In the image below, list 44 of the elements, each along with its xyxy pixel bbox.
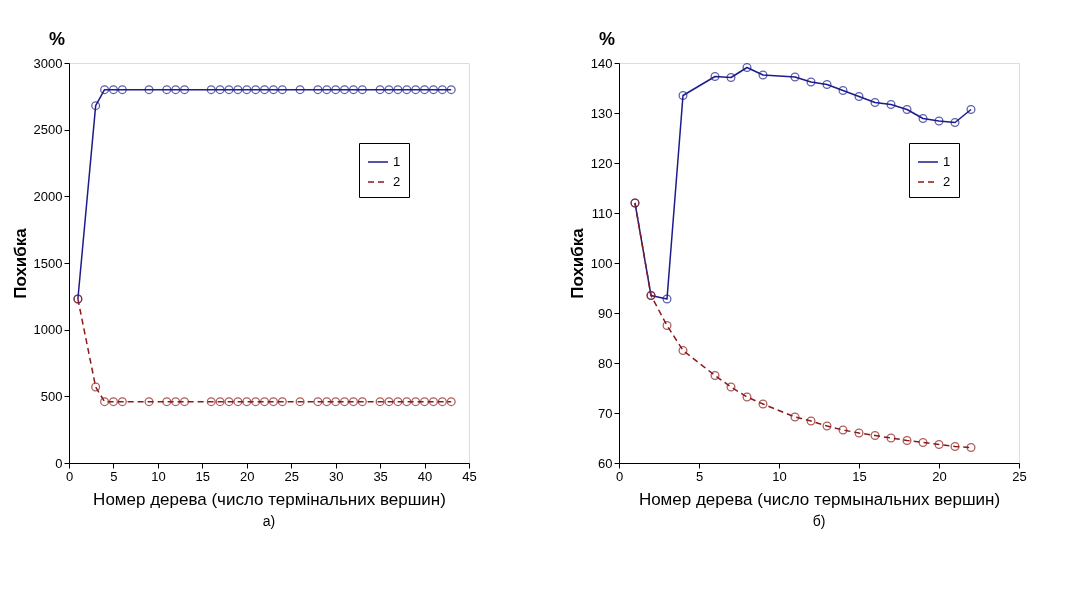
y-tick-label: 130 xyxy=(590,105,613,121)
x-tick-label: 15 xyxy=(195,468,211,484)
x-tick-label: 40 xyxy=(417,468,433,484)
x-tick-label: 5 xyxy=(110,468,118,484)
y-tick-label: 2500 xyxy=(33,122,63,138)
x-tick-label: 0 xyxy=(615,468,624,484)
y-tick-label: 80 xyxy=(598,355,613,371)
y-tick-label: 0 xyxy=(55,455,63,471)
x-tick-label: 30 xyxy=(328,468,344,484)
x-axis-title: Номер дерева (число термынальних вершин) xyxy=(638,489,1001,509)
legend-label: 1 xyxy=(943,154,951,169)
x-tick-label: 0 xyxy=(65,468,74,484)
text: б) xyxy=(812,513,826,529)
y-tick-label: 70 xyxy=(598,405,613,421)
x-tick-label: 10 xyxy=(151,468,166,484)
x-tick-label: 25 xyxy=(284,468,299,484)
x-tick-label: 45 xyxy=(462,468,477,484)
y-tick-label: 500 xyxy=(40,388,63,404)
y-tick-label: 60 xyxy=(598,455,613,471)
y-tick-label: 100 xyxy=(590,255,613,271)
x-tick-label: 25 xyxy=(1012,468,1027,484)
x-axis-title: Номер дерева (число термінальних вершин) xyxy=(93,489,446,509)
y-tick-label: 1500 xyxy=(33,255,63,271)
x-tick-label: 35 xyxy=(373,468,388,484)
y-tick-label: 120 xyxy=(590,155,613,171)
text: % xyxy=(49,29,66,49)
legend-label: 2 xyxy=(393,174,401,189)
y-tick-label: 3000 xyxy=(33,55,63,71)
legend-label: 1 xyxy=(393,154,401,169)
x-tick-label: 20 xyxy=(240,468,255,484)
y-tick-label: 1000 xyxy=(33,322,63,338)
y-tick-label: 110 xyxy=(591,205,613,221)
x-tick-label: 15 xyxy=(852,468,867,484)
y-tick-label: 2000 xyxy=(33,188,63,204)
y-axis-title: Похибка xyxy=(567,227,587,299)
y-tick-label: 140 xyxy=(590,55,613,71)
y-axis-title: Похибка xyxy=(10,227,30,299)
y-tick-label: 90 xyxy=(598,305,613,321)
text: а) xyxy=(262,513,276,529)
legend-label: 2 xyxy=(943,174,951,189)
x-tick-label: 10 xyxy=(772,468,787,484)
text: % xyxy=(599,29,616,49)
x-tick-label: 5 xyxy=(695,468,704,484)
x-tick-label: 20 xyxy=(932,468,947,484)
